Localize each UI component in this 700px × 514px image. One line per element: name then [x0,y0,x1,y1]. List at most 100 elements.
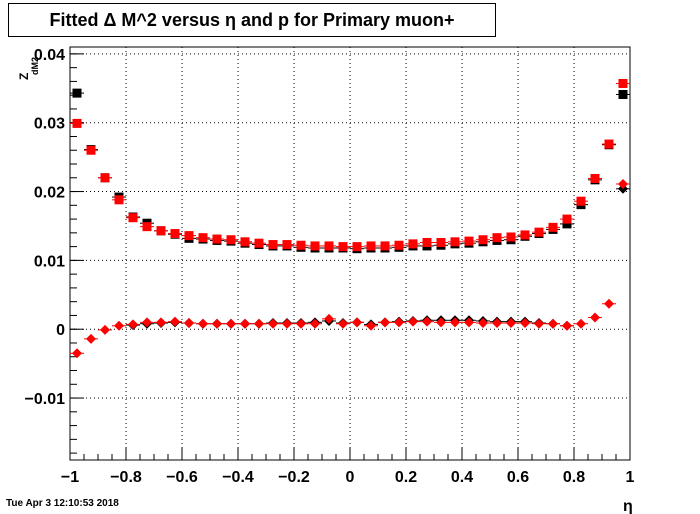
diamond-marker [408,316,418,327]
square-marker [590,173,600,183]
square-marker [380,241,390,251]
square-marker [170,229,180,239]
timestamp: Tue Apr 3 12:10:53 2018 [6,498,119,509]
diamond-marker [380,317,390,328]
square-marker [576,196,586,206]
y-tick-label: 0 [56,322,65,339]
x-tick-label: −0.8 [110,469,142,486]
square-marker [296,240,306,250]
diamond-marker [114,320,124,331]
diamond-marker [254,318,264,329]
square-marker [184,231,194,241]
x-tick-label: −1 [61,469,79,486]
diamond-marker [268,318,278,329]
square-marker [562,219,572,229]
diamond-marker [282,318,292,329]
square-marker [394,240,404,250]
diamond-marker [142,317,152,328]
square-marker [310,241,320,251]
square-marker [450,237,460,247]
diamond-marker [492,318,502,329]
square-marker [338,242,348,252]
diamond-marker [506,318,516,329]
diamond-marker [156,317,166,328]
x-tick-label: 0.4 [451,469,473,486]
square-marker [142,222,152,232]
square-marker [366,241,376,251]
square-marker [408,239,418,249]
diamond-marker [576,318,586,329]
square-marker [604,139,614,149]
diamond-marker [436,317,446,328]
diamond-marker [240,318,250,329]
square-marker [198,233,208,243]
square-marker [520,230,530,240]
diamond-marker [520,318,530,329]
diamond-marker [86,333,96,344]
diamond-marker [170,316,180,327]
series-0 [70,88,630,254]
square-marker [562,214,572,224]
x-tick-label: −0.4 [222,469,254,486]
diamond-marker [324,313,334,324]
square-marker [254,238,264,248]
square-marker [212,234,222,244]
square-marker [352,242,362,252]
x-tick-label: 0.8 [563,469,585,486]
diamond-marker [72,348,82,359]
y-tick-label: 0.02 [34,185,65,202]
diamond-marker [478,318,488,329]
diamond-marker [534,318,544,329]
diamond-marker [128,319,138,330]
grid-lines [70,47,630,460]
square-marker [548,222,558,232]
diamond-marker [604,298,614,309]
square-marker [506,232,516,242]
diamond-marker [226,318,236,329]
diamond-marker [618,178,628,189]
square-marker [282,240,292,250]
y-tick-label: 0.01 [34,253,65,270]
square-marker [618,78,628,88]
square-marker [492,233,502,243]
x-tick-label: −0.6 [166,469,198,486]
x-tick-label: 0.2 [395,469,417,486]
square-marker [464,236,474,246]
square-marker [436,237,446,247]
square-marker [240,237,250,247]
square-marker [618,89,628,99]
square-marker [478,235,488,245]
diamond-marker [296,318,306,329]
diamond-marker [422,316,432,327]
series-1 [70,78,630,252]
square-marker [534,227,544,237]
tick-labels: −1 −0.8 −0.6 −0.4 −0.2 0 0.2 0.4 0.6 0.8 1 −0.01 0 0.… [25,47,635,486]
diamond-marker [310,318,320,329]
square-marker [72,118,82,128]
diamond-marker [450,317,460,328]
y-tick-label: 0.04 [34,47,65,64]
diamond-marker [338,318,348,329]
axis-ticks [69,53,631,460]
diamond-marker [366,320,376,331]
diamond-marker [394,317,404,328]
y-axis-label-subscript: dM2 [30,57,40,75]
y-tick-label: 0.03 [34,116,65,133]
square-marker [114,195,124,205]
diamond-marker [464,317,474,328]
square-marker [226,235,236,245]
chart-title: Fitted Δ M^2 versus η and p for Primary … [8,3,496,37]
x-tick-label: 0.6 [507,469,529,486]
square-marker [324,241,334,251]
x-tick-label: 0 [346,469,355,486]
diamond-marker [100,324,110,335]
diamond-marker [198,318,208,329]
x-axis-label: η [623,498,633,514]
series-3 [70,178,630,359]
square-marker [86,145,96,155]
y-tick-label: −0.01 [25,391,66,408]
data-markers [70,78,630,359]
y-axis-label: Z [17,73,31,80]
square-marker [128,213,138,223]
